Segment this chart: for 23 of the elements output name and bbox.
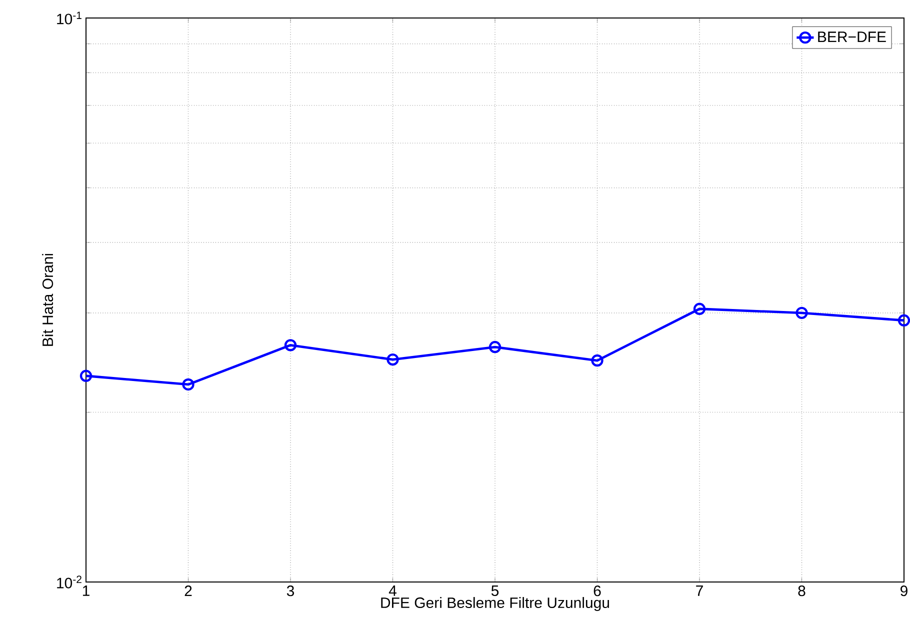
x-tick-label: 1 — [82, 586, 90, 596]
point — [80, 370, 92, 382]
point — [386, 353, 399, 366]
y-tick-label: 10$^{-1}$ — [57, 12, 82, 24]
x-tick-label: 2 — [184, 586, 192, 596]
point — [182, 378, 194, 391]
point — [898, 314, 910, 326]
x-tick-label: 6 — [594, 586, 601, 596]
point — [796, 306, 808, 320]
x-tick-label: 8 — [798, 586, 806, 596]
point — [488, 340, 502, 354]
y-axis-title: Bit Hata Orani — [42, 254, 54, 346]
point — [284, 339, 297, 352]
x-tick-label: 4 — [388, 586, 396, 596]
x-axis-title: DFE Geri Besleme Filtre Uzunlugu — [381, 597, 610, 612]
legend-label: BER−DFE — [818, 32, 886, 42]
x-tick-label: 3 — [286, 586, 294, 596]
x-tick-label: 7 — [696, 586, 703, 596]
point — [693, 302, 706, 315]
point — [591, 354, 604, 367]
x-tick-label: 9 — [900, 586, 908, 596]
y-tick-label: 10$^{-2}$ — [57, 576, 82, 588]
x-tick-label: 5 — [491, 586, 499, 596]
